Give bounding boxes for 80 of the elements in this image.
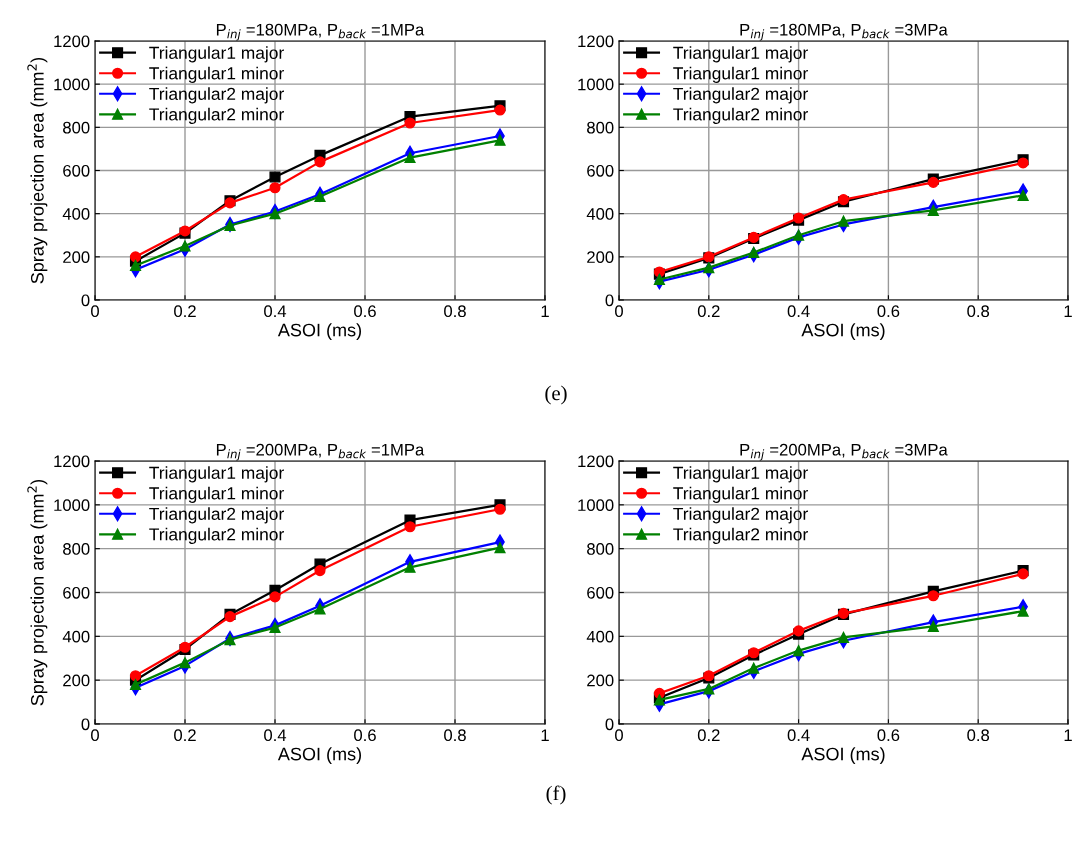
- legend-label: Triangular2 major: [673, 507, 808, 524]
- x-axis-title: ASOI (ms): [801, 747, 885, 764]
- legend-label: Triangular1 major: [673, 46, 808, 63]
- x-tick-label: 0.8: [444, 305, 466, 318]
- y-tick-label: 1200: [54, 35, 90, 48]
- y-tick-label: 1200: [578, 455, 614, 468]
- y-tick-label: 600: [63, 586, 90, 599]
- y-tick-label: 0: [605, 294, 614, 307]
- y-tick-label: 200: [587, 251, 614, 264]
- y-tick-label: 0: [605, 718, 614, 731]
- x-axis-title: ASOI (ms): [277, 323, 362, 340]
- legend-label: Triangular1 major: [673, 466, 808, 483]
- x-tick-label: 0.6: [877, 729, 900, 742]
- x-tick-label: 0.2: [174, 729, 196, 742]
- legend-label: Triangular2 major: [149, 87, 284, 104]
- x-tick-label: 1: [541, 305, 549, 317]
- y-tick-label: 600: [587, 586, 614, 599]
- legend-label: Triangular1 minor: [149, 66, 284, 83]
- y-tick-label: 400: [586, 208, 614, 220]
- legend-label: Triangular1 major: [149, 46, 284, 63]
- x-tick-label: 0.6: [877, 305, 900, 318]
- y-tick-label: 400: [62, 630, 90, 643]
- legend-label: Triangular2 minor: [673, 107, 808, 124]
- legend-label: Triangular1 minor: [149, 486, 284, 503]
- y-tick-label: 800: [587, 121, 614, 134]
- chart-title: P$_{inj}$ =180MPa, P$_{back}$ =1MPa: [216, 23, 425, 41]
- y-tick-label: 0: [81, 718, 90, 731]
- legend-label: Triangular2 minor: [673, 527, 808, 544]
- text: (e): [545, 385, 567, 405]
- x-tick-label: 1: [541, 729, 549, 741]
- y-tick-label: 0: [81, 294, 90, 307]
- x-tick-label: 1: [1064, 729, 1072, 741]
- x-tick-label: 0.6: [354, 729, 376, 742]
- y-tick-label: 800: [63, 121, 90, 134]
- y-tick-label: 400: [586, 630, 614, 643]
- x-tick-label: 0: [615, 305, 623, 318]
- legend-label: Triangular2 major: [149, 507, 284, 524]
- x-tick-label: 0.2: [697, 729, 720, 742]
- chart-title: P$_{inj}$ =180MPa, P$_{back}$ =3MPa: [740, 23, 948, 41]
- legend-label: Triangular1 major: [149, 466, 284, 483]
- y-tick-label: 800: [63, 543, 90, 555]
- x-tick-label: 0.8: [444, 729, 466, 742]
- legend-label: Triangular1 minor: [673, 486, 808, 503]
- y-tick-label: 1000: [54, 78, 90, 91]
- y-tick-label: 1200: [578, 35, 614, 48]
- x-tick-label: 0.8: [967, 729, 990, 742]
- x-tick-label: 0.4: [787, 729, 810, 742]
- y-tick-label: 800: [587, 543, 614, 555]
- x-tick-label: 0: [91, 305, 99, 318]
- y-tick-label: 200: [587, 674, 614, 687]
- x-tick-label: 0.4: [264, 729, 287, 742]
- chart-title: P$_{inj}$ =200MPa, P$_{back}$ =3MPa: [740, 443, 948, 461]
- legend-label: Triangular2 minor: [149, 527, 284, 544]
- x-tick-label: 0: [91, 729, 99, 742]
- chart-title: P$_{inj}$ =200MPa, P$_{back}$ =1MPa: [216, 443, 425, 461]
- legend-label: Triangular1 minor: [673, 66, 808, 83]
- y-tick-label: 600: [63, 164, 90, 177]
- y-tick-label: 1000: [54, 499, 90, 512]
- y-tick-label: 1200: [54, 455, 90, 468]
- y-axis-title: Spray projection area (mm$^{2}$): [27, 57, 48, 284]
- x-tick-label: 0: [615, 729, 623, 742]
- y-tick-label: 200: [63, 251, 90, 264]
- x-axis-title: ASOI (ms): [801, 323, 885, 340]
- x-tick-label: 0.4: [787, 305, 810, 318]
- y-tick-label: 200: [63, 674, 90, 687]
- text: (f): [546, 785, 566, 805]
- x-tick-label: 0.2: [174, 305, 196, 318]
- x-tick-label: 1: [1064, 305, 1072, 317]
- x-axis-title: ASOI (ms): [277, 747, 362, 764]
- legend-label: Triangular2 major: [673, 87, 808, 104]
- y-tick-label: 600: [587, 164, 614, 177]
- y-axis-title: Spray projection area (mm$^{2}$): [27, 479, 48, 706]
- y-tick-label: 1000: [578, 78, 614, 91]
- legend-label: Triangular2 minor: [149, 107, 284, 124]
- y-tick-label: 1000: [578, 499, 614, 512]
- y-tick-label: 400: [62, 208, 90, 220]
- x-tick-label: 0.6: [354, 305, 376, 318]
- x-tick-label: 0.8: [967, 305, 990, 318]
- x-tick-label: 0.2: [697, 305, 720, 318]
- x-tick-label: 0.4: [264, 305, 287, 318]
